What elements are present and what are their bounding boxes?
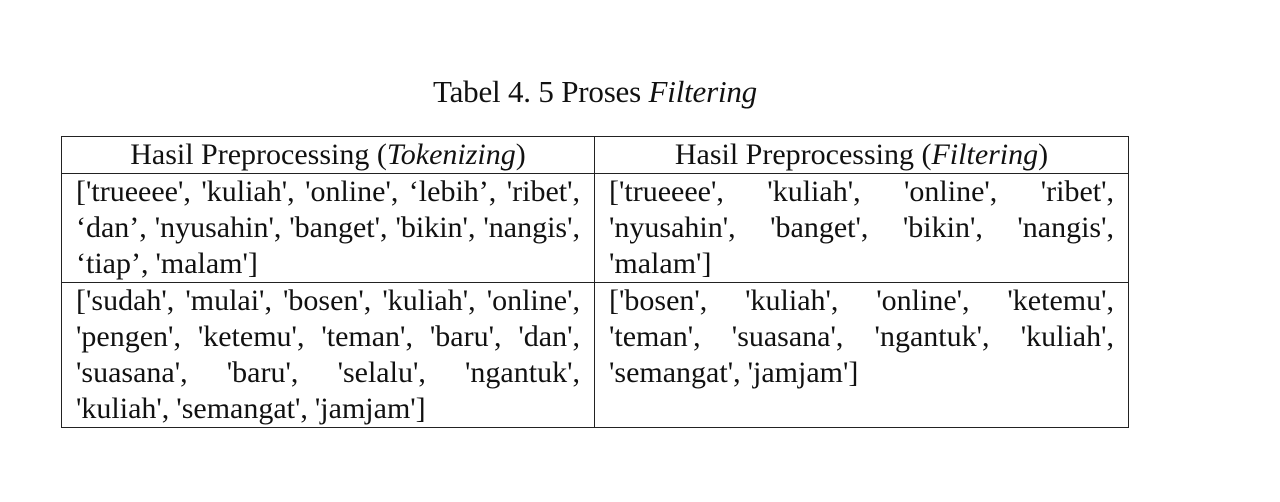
header-filtering-suffix: ) <box>1038 138 1049 171</box>
header-tokenizing-emphasis: Tokenizing <box>386 138 516 171</box>
table-header-row: Hasil Preprocessing (Tokenizing) Hasil P… <box>61 136 1129 174</box>
header-filtering-emphasis: Filtering <box>931 138 1039 171</box>
header-tokenizing: Hasil Preprocessing (Tokenizing) <box>61 136 595 174</box>
caption-prefix: Tabel 4. 5 Proses <box>433 74 649 109</box>
header-tokenizing-prefix: Hasil Preprocessing ( <box>130 138 387 171</box>
cell-tokenizing: ['sudah', 'mulai', 'bosen', 'kuliah', 'o… <box>61 282 595 428</box>
header-filtering: Hasil Preprocessing (Filtering) <box>594 136 1129 174</box>
table-row: ['sudah', 'mulai', 'bosen', 'kuliah', 'o… <box>61 282 1129 428</box>
cell-filtering: ['bosen', 'kuliah', 'online', 'ketemu', … <box>594 282 1129 428</box>
cell-filtering: ['trueeee', 'kuliah', 'online', 'ribet',… <box>594 173 1129 283</box>
filtering-table: Hasil Preprocessing (Tokenizing) Hasil P… <box>61 136 1129 428</box>
header-tokenizing-suffix: ) <box>515 138 526 171</box>
caption-emphasis: Filtering <box>648 74 758 109</box>
table-row: ['trueeee', 'kuliah', 'online', ‘lebih’,… <box>61 173 1129 283</box>
table-caption: Tabel 4. 5 Proses Filtering <box>0 72 1190 112</box>
cell-tokenizing: ['trueeee', 'kuliah', 'online', ‘lebih’,… <box>61 173 595 283</box>
header-filtering-prefix: Hasil Preprocessing ( <box>674 138 932 171</box>
